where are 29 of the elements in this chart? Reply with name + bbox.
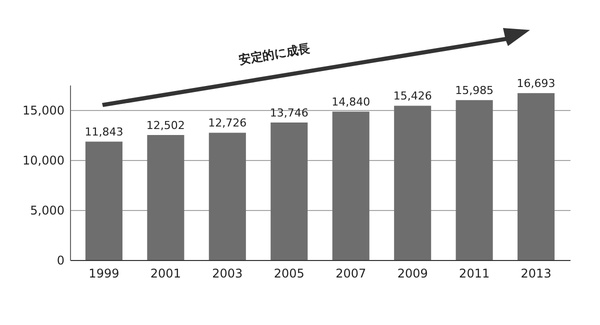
x-tick-label: 2003 — [212, 266, 243, 280]
text: 安定的に成長 — [238, 41, 312, 67]
x-tick-label: 2005 — [274, 266, 304, 280]
data-label: 11,843 — [84, 126, 124, 139]
y-tick-label: 0 — [56, 254, 64, 268]
x-tick-label: 2009 — [397, 266, 428, 280]
data-label: 13,746 — [270, 106, 308, 120]
data-label: 16,693 — [516, 77, 556, 90]
data-label: 12,726 — [208, 116, 247, 130]
data-label: 12,502 — [146, 118, 185, 132]
x-tick-label: 2007 — [336, 266, 366, 280]
x-tick-label: 2013 — [520, 266, 552, 280]
x-tick-label: 2011 — [459, 266, 490, 280]
bar — [270, 122, 308, 260]
bar — [147, 134, 184, 260]
data-label: 14,840 — [332, 96, 370, 109]
bar — [208, 132, 246, 260]
y-tick-label: 5,000 — [30, 204, 64, 218]
bar — [85, 142, 122, 260]
data-label: 15,426 — [393, 90, 432, 103]
bar — [518, 93, 555, 260]
y-tick-label: 15,000 — [22, 104, 64, 118]
bar — [394, 106, 432, 260]
y-tick-label: 10,000 — [22, 154, 64, 168]
bar — [332, 112, 370, 260]
data-label: 15,985 — [455, 84, 494, 98]
bar — [456, 100, 493, 260]
x-tick-label: 1999 — [88, 266, 120, 280]
x-tick-label: 2001 — [150, 266, 181, 280]
